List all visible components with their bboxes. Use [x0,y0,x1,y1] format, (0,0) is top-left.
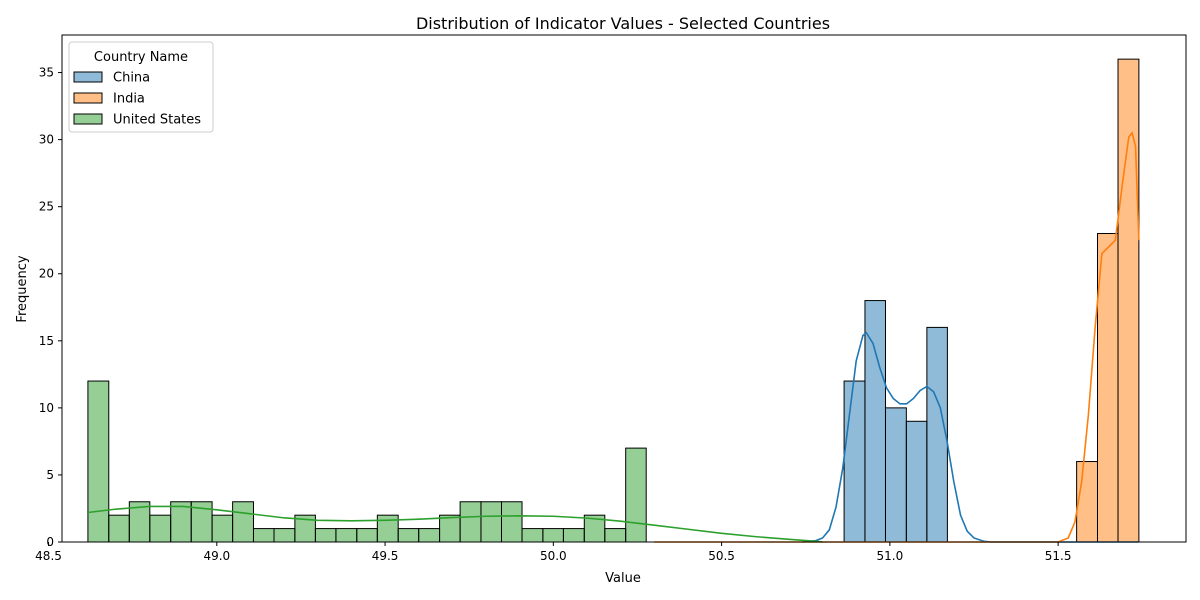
legend-swatch-china [73,71,103,83]
bar-united-states-25 [604,528,627,543]
x-axis: 48.5 49.0 49.5 50.0 50.5 51.0 51.5 [35,542,1071,563]
y-axis: 0 5 10 15 20 25 30 35 [39,66,62,549]
x-tick-label: 50.0 [540,549,567,563]
bar-united-states-20 [501,501,523,543]
bar-india-2 [1117,58,1140,543]
bar-china-3 [905,420,928,543]
x-tick-label: 48.5 [35,549,62,563]
y-tick-label: 10 [39,401,54,415]
y-tick-label: 0 [46,535,54,549]
bar-united-states-8 [252,528,275,543]
plot-area [87,58,1140,543]
legend-box [68,41,214,133]
kde-line-india [654,131,1140,543]
bar-united-states-19 [480,501,503,543]
kde-line-united-states [87,505,823,543]
bar-united-states-21 [521,528,544,543]
legend-label-china: China [113,71,150,86]
bar-united-states-12 [335,528,358,543]
x-tick-label: 49.5 [372,549,399,563]
bar-united-states-17 [439,514,461,543]
bar-united-states-26 [625,447,647,543]
bar-united-states-22 [542,528,564,543]
y-axis-label: Frequency [15,255,30,322]
x-tick-label: 51.0 [876,549,903,563]
legend-swatch-india [73,92,103,104]
legend-swatch-united-states [73,113,103,125]
bar-united-states-16 [418,528,441,543]
bar-united-states-11 [314,528,337,543]
axes-frame [61,34,1187,543]
legend-label-india: India [113,92,145,107]
bar-united-states-13 [356,528,378,543]
x-tick-label: 49.0 [203,549,230,563]
bar-china-4 [926,326,948,543]
x-tick-label: 51.5 [1045,549,1072,563]
legend-label-united-states: United States [113,113,201,128]
bar-united-states-4 [170,501,192,543]
y-tick-label: 5 [46,468,54,482]
bar-united-states-0 [87,380,110,543]
bar-united-states-1 [108,514,130,543]
y-tick-label: 15 [39,334,54,348]
bar-united-states-18 [459,501,482,543]
bar-united-states-9 [273,528,296,543]
bar-india-0 [1076,461,1098,543]
bar-india-1 [1096,233,1119,543]
bar-china-2 [884,407,907,543]
legend-title: Country Name [94,50,188,65]
legend: Country Name China India United States [68,41,214,133]
bar-united-states-6 [211,514,234,543]
bar-united-states-7 [232,501,254,543]
bar-united-states-23 [562,528,585,543]
y-tick-label: 25 [39,200,54,214]
chart-title: Distribution of Indicator Values - Selec… [416,14,830,33]
bar-united-states-3 [149,514,172,543]
bar-united-states-15 [397,528,420,543]
bar-china-0 [843,380,866,543]
y-tick-label: 30 [39,133,54,147]
y-tick-label: 35 [39,66,54,80]
y-tick-label: 20 [39,267,54,281]
x-axis-label: Value [605,571,641,586]
x-tick-label: 50.5 [708,549,735,563]
kde-line-china [802,331,1139,543]
